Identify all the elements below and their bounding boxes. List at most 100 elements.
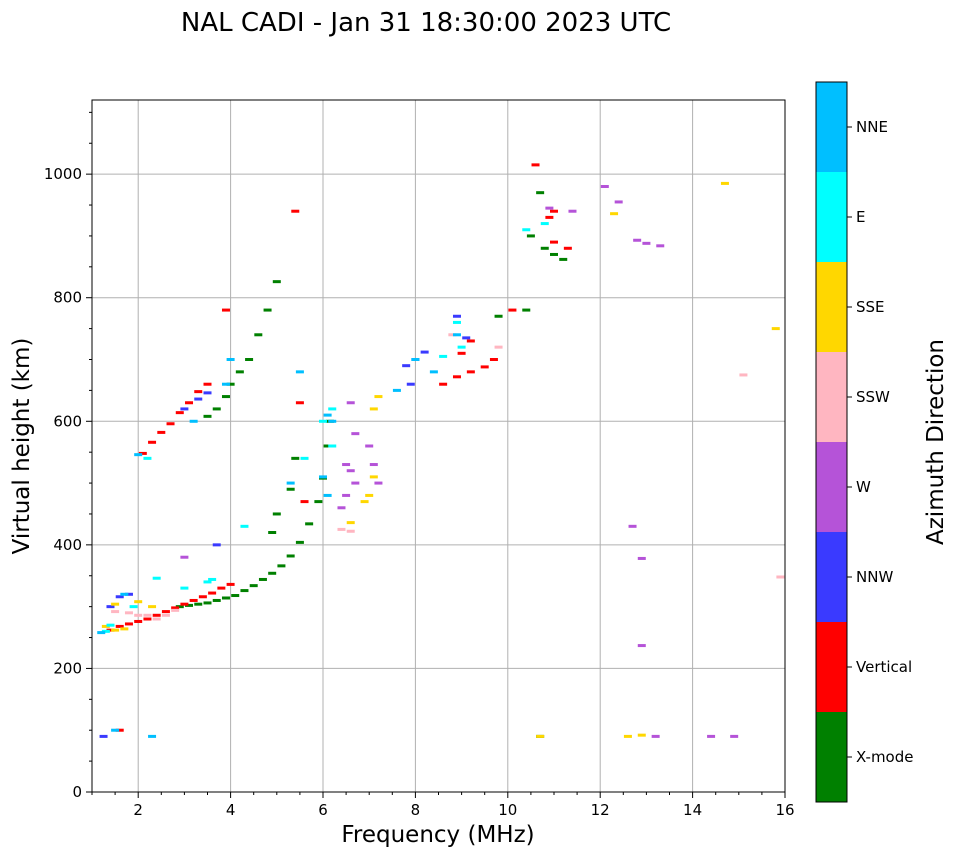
data-point — [138, 451, 147, 455]
data-point — [295, 401, 304, 405]
data-point — [249, 584, 258, 588]
data-point — [217, 586, 226, 590]
data-point — [559, 257, 568, 261]
data-point — [143, 456, 152, 460]
data-point — [148, 605, 157, 609]
data-point — [226, 382, 235, 386]
data-point — [99, 734, 108, 738]
data-point — [226, 358, 235, 361]
data-points — [97, 163, 785, 738]
series-nne — [97, 333, 461, 738]
data-point — [161, 613, 170, 617]
data-point — [411, 358, 420, 361]
data-point — [300, 456, 309, 460]
data-point — [111, 728, 120, 732]
data-point — [536, 191, 545, 195]
data-point — [563, 246, 572, 250]
data-point — [771, 327, 780, 331]
colorbar-tick-label: W — [856, 478, 871, 496]
data-point — [129, 605, 138, 609]
data-point — [480, 365, 489, 369]
data-point — [351, 432, 360, 436]
data-point — [452, 375, 461, 379]
data-point — [305, 522, 314, 526]
data-point — [457, 345, 466, 349]
data-point — [221, 395, 230, 399]
data-point — [323, 493, 332, 497]
colorbar-tick-label: SSE — [856, 298, 885, 316]
data-point — [185, 603, 194, 607]
data-point — [536, 734, 545, 738]
data-point — [286, 554, 295, 558]
y-axis-label: Virtual height (km) — [9, 338, 35, 555]
data-point — [212, 407, 221, 411]
x-tick-label: 12 — [591, 801, 610, 819]
data-point — [231, 594, 240, 598]
data-point — [212, 543, 221, 547]
data-point — [342, 493, 351, 497]
data-point — [637, 556, 646, 560]
data-point — [462, 336, 471, 340]
data-point — [198, 595, 207, 599]
data-point — [268, 531, 277, 534]
series-e — [101, 222, 549, 633]
data-point — [739, 373, 748, 377]
colorbar-tick-label: SSW — [856, 388, 890, 406]
data-point — [346, 469, 355, 473]
series-sse — [101, 181, 780, 738]
data-point — [180, 555, 189, 559]
y-tick-label: 400 — [53, 536, 82, 554]
data-point — [101, 624, 110, 628]
data-point — [111, 610, 120, 614]
data-point — [124, 611, 133, 615]
data-point — [550, 252, 558, 256]
data-point — [106, 628, 115, 632]
data-point — [328, 444, 337, 448]
data-point — [175, 605, 184, 609]
data-point — [152, 617, 161, 621]
colorbar-segment — [816, 82, 847, 172]
data-point — [240, 524, 249, 528]
colorbar-frame — [815, 81, 848, 803]
data-point — [111, 602, 120, 606]
data-point — [166, 422, 175, 426]
data-point — [610, 212, 619, 216]
data-point — [212, 598, 221, 602]
data-point — [203, 391, 212, 395]
data-point — [106, 623, 115, 627]
data-point — [124, 592, 133, 596]
data-point — [148, 734, 157, 738]
colorbar-segment — [816, 622, 847, 712]
data-point — [115, 595, 124, 599]
y-axis: 0 200 400 600 800 1000 — [44, 111, 92, 801]
data-point — [628, 524, 637, 528]
data-point — [111, 628, 120, 632]
x-axis: 2 4 6 8 10 12 14 16 — [91, 792, 795, 819]
plot-frame — [91, 99, 786, 793]
data-point — [245, 358, 254, 361]
data-point — [268, 571, 277, 575]
data-point — [720, 181, 729, 185]
data-point — [545, 215, 554, 219]
data-point — [277, 564, 286, 568]
data-point — [300, 500, 309, 504]
data-point — [263, 308, 272, 312]
data-point — [203, 414, 212, 418]
data-point — [452, 333, 461, 337]
series-vertical — [106, 163, 572, 732]
data-point — [406, 382, 415, 386]
y-tick-label: 800 — [53, 289, 82, 307]
data-point — [346, 521, 355, 525]
y-tick-label: 1000 — [44, 165, 82, 183]
data-point — [489, 358, 498, 361]
data-point — [323, 444, 332, 448]
colorbar-segment — [816, 442, 847, 532]
data-point — [120, 592, 129, 596]
data-point — [314, 500, 323, 504]
data-point — [235, 370, 244, 374]
data-point — [143, 613, 152, 617]
data-point — [545, 206, 554, 210]
data-point — [323, 413, 332, 417]
chart-title: NAL CADI - Jan 31 18:30:00 2023 UTC — [181, 8, 671, 38]
